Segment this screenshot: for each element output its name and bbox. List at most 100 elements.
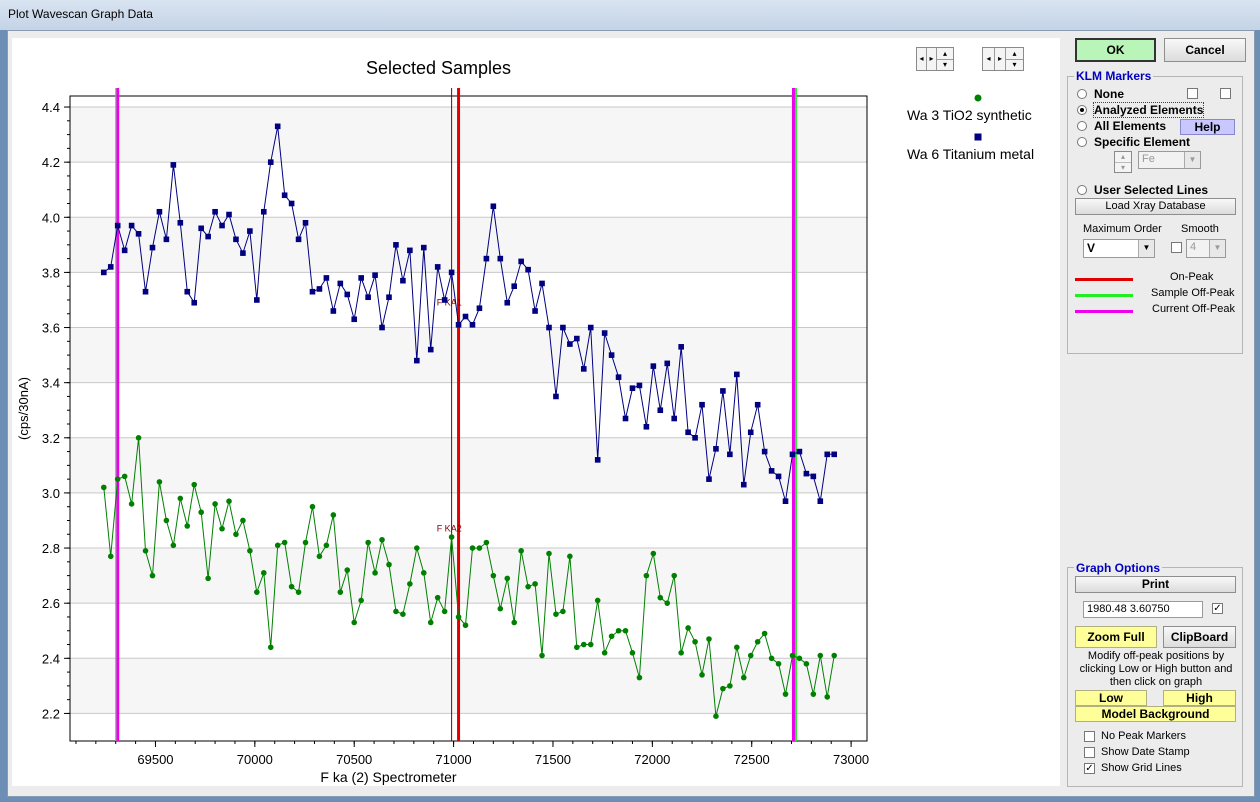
no-peak-markers-label: No Peak Markers	[1101, 730, 1186, 742]
data-point	[316, 286, 323, 292]
chart-title: Selected Samples	[366, 58, 511, 78]
ok-button[interactable]: OK	[1075, 38, 1156, 62]
data-point	[476, 305, 483, 312]
data-point	[560, 324, 566, 331]
y-scroll-spinner[interactable]: ◂ ▸ ▴ ▾	[982, 47, 1024, 71]
data-point	[240, 517, 246, 524]
clipboard-button[interactable]: ClipBoard	[1163, 626, 1236, 648]
scroll-down-icon[interactable]: ▾	[942, 60, 947, 69]
low-button[interactable]: Low	[1075, 690, 1147, 706]
radio-all-elements-label: All Elements	[1094, 119, 1167, 133]
data-point	[490, 203, 497, 210]
max-order-value: V	[1087, 241, 1096, 255]
data-point	[365, 294, 371, 301]
show-date-stamp-checkbox[interactable]	[1084, 747, 1095, 758]
data-point	[622, 627, 629, 634]
data-point	[782, 691, 789, 697]
data-point	[441, 608, 448, 615]
data-point	[713, 446, 719, 452]
coordinate-checkbox[interactable]: ✓	[1212, 603, 1223, 614]
zoom-left-icon[interactable]: ◂	[983, 48, 995, 70]
data-point	[372, 272, 378, 278]
model-background-button[interactable]: Model Background	[1075, 706, 1236, 722]
data-point	[441, 297, 448, 303]
data-point	[448, 534, 455, 540]
print-button[interactable]: Print	[1075, 576, 1236, 593]
data-point	[608, 352, 615, 358]
element-up-icon[interactable]: ▴	[1115, 152, 1131, 163]
data-point	[274, 542, 281, 549]
data-point	[720, 685, 726, 692]
radio-specific-element[interactable]	[1077, 137, 1087, 147]
data-point	[302, 219, 309, 226]
scroll-up-icon[interactable]: ▴	[937, 48, 953, 60]
data-point	[414, 357, 420, 364]
sample-off-peak-swatch	[1075, 294, 1133, 297]
scroll-right-icon[interactable]: ▸	[927, 48, 937, 70]
data-point	[636, 674, 643, 681]
data-point	[734, 371, 740, 378]
element-select[interactable]: Fe ▼	[1138, 151, 1201, 169]
plot-panel[interactable]: 2.2 2.4 2.6 2.8 3.0 3.2 3.4 3.6 3.8 4.0 4.2 4.4 6950…	[12, 38, 1060, 786]
data-point	[532, 581, 538, 587]
load-xray-database-button[interactable]: Load Xray Database	[1075, 198, 1236, 215]
x-tick-label: 71500	[535, 752, 571, 767]
data-point	[247, 548, 253, 554]
data-point	[664, 600, 671, 606]
data-point	[205, 233, 211, 240]
data-point	[740, 674, 747, 681]
cancel-button[interactable]: Cancel	[1164, 38, 1246, 62]
element-spinner[interactable]: ▴ ▾	[1114, 151, 1132, 173]
zoom-down-icon[interactable]: ▾	[1012, 60, 1017, 69]
show-grid-lines-checkbox[interactable]: ✓	[1084, 763, 1095, 774]
radio-all-elements[interactable]	[1077, 121, 1087, 131]
data-point	[156, 479, 163, 485]
high-button[interactable]: High	[1163, 690, 1236, 706]
data-point	[205, 575, 211, 582]
data-point	[135, 231, 142, 237]
data-point	[163, 517, 170, 524]
series-1	[100, 123, 838, 504]
element-down-icon[interactable]: ▾	[1120, 163, 1125, 172]
data-point	[212, 501, 218, 507]
max-order-select[interactable]: V ▼	[1083, 239, 1155, 258]
radio-user-selected-lines[interactable]	[1077, 185, 1087, 195]
wavescan-chart[interactable]: 2.2 2.4 2.6 2.8 3.0 3.2 3.4 3.6 3.8 4.0 4.2 4.4 6950…	[12, 38, 1060, 786]
y-tick-label: 3.6	[42, 321, 60, 336]
smooth-checkbox[interactable]	[1171, 242, 1182, 253]
x-scroll-spinner[interactable]: ◂ ▸ ▴ ▾	[916, 47, 954, 71]
title-bar: Plot Wavescan Graph Data	[0, 0, 1260, 30]
data-point	[260, 570, 267, 576]
zoom-full-button[interactable]: Zoom Full	[1075, 626, 1157, 648]
data-point	[775, 661, 782, 667]
no-peak-markers-checkbox[interactable]	[1084, 731, 1095, 742]
data-point	[337, 280, 344, 287]
data-point	[427, 619, 434, 626]
data-point	[455, 321, 462, 328]
data-point	[754, 401, 761, 408]
scroll-left-icon[interactable]: ◂	[917, 48, 927, 70]
smooth-label: Smooth	[1181, 223, 1219, 235]
data-point	[302, 539, 309, 546]
data-point	[775, 473, 782, 480]
max-order-label: Maximum Order	[1083, 223, 1162, 235]
legend-marker	[974, 94, 982, 102]
data-point	[685, 625, 691, 631]
data-point	[768, 655, 775, 662]
data-point	[226, 211, 232, 218]
data-point	[539, 652, 545, 659]
data-point	[170, 162, 177, 168]
help-button[interactable]: Help	[1180, 119, 1235, 135]
radio-analyzed-elements[interactable]	[1077, 105, 1087, 115]
grid-band	[70, 327, 867, 383]
data-point	[267, 159, 274, 165]
zoom-up-icon[interactable]: ▴	[1006, 48, 1023, 60]
data-point	[233, 236, 239, 243]
klm-option-checkbox-1[interactable]	[1187, 88, 1198, 99]
data-point	[358, 597, 364, 604]
klm-option-checkbox-2[interactable]	[1220, 88, 1231, 99]
radio-none[interactable]	[1077, 89, 1087, 99]
y-tick-label: 2.4	[42, 651, 60, 666]
smooth-select[interactable]: 4 ▼	[1186, 239, 1226, 258]
zoom-right-icon[interactable]: ▸	[995, 48, 1006, 70]
